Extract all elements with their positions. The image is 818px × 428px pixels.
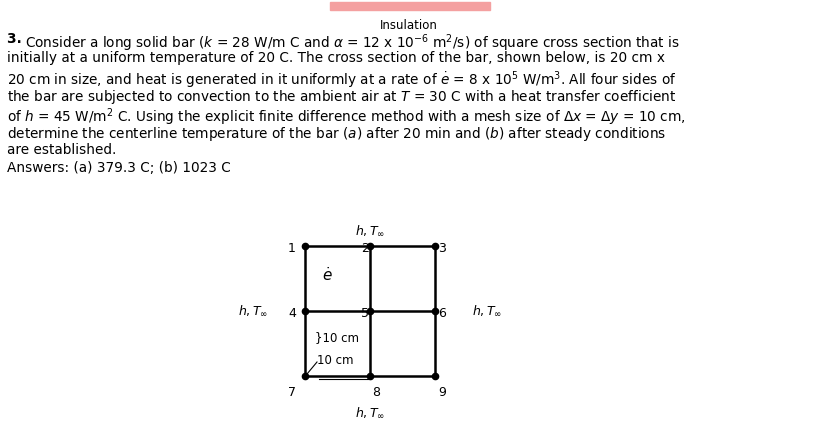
Text: initially at a uniform temperature of 20 C. The cross section of the bar, shown : initially at a uniform temperature of 20… <box>7 51 665 65</box>
Text: 1: 1 <box>288 242 296 255</box>
Text: }10 cm: }10 cm <box>315 331 359 344</box>
Text: 7: 7 <box>288 386 296 399</box>
Text: 10 cm: 10 cm <box>317 354 353 366</box>
Text: 6: 6 <box>438 307 446 320</box>
Text: 3: 3 <box>438 242 446 255</box>
Text: $h, T_\infty$: $h, T_\infty$ <box>355 224 385 238</box>
Text: $h, T_\infty$: $h, T_\infty$ <box>238 304 268 318</box>
Text: 8: 8 <box>372 386 380 399</box>
Text: Consider a long solid bar ($k$ = 28 W/m C and $\alpha$ = 12 x 10$^{-6}$ m$^{2}$/: Consider a long solid bar ($k$ = 28 W/m … <box>25 32 680 54</box>
Text: 2: 2 <box>361 242 369 255</box>
Text: 4: 4 <box>288 307 296 320</box>
Text: $h, T_\infty$: $h, T_\infty$ <box>472 304 502 318</box>
Text: are established.: are established. <box>7 143 116 157</box>
Text: $h, T_\infty$: $h, T_\infty$ <box>355 406 385 420</box>
Text: 9: 9 <box>438 386 446 399</box>
Text: the bar are subjected to convection to the ambient air at $T$ = 30 C with a heat: the bar are subjected to convection to t… <box>7 87 676 105</box>
Text: Insulation: Insulation <box>380 19 438 32</box>
Text: determine the centerline temperature of the bar ($a$) after 20 min and ($b$) aft: determine the centerline temperature of … <box>7 125 667 143</box>
Text: 20 cm in size, and heat is generated in it uniformly at a rate of $\dot{e}$ = 8 : 20 cm in size, and heat is generated in … <box>7 69 676 91</box>
Text: of $h$ = 45 W/m$^{2}$ C. Using the explicit finite difference method with a mesh: of $h$ = 45 W/m$^{2}$ C. Using the expli… <box>7 106 685 128</box>
Text: $\dot{e}$: $\dot{e}$ <box>322 266 333 284</box>
Text: Answers: (a) 379.3 C; (b) 1023 C: Answers: (a) 379.3 C; (b) 1023 C <box>7 161 231 175</box>
Bar <box>330 2 490 10</box>
Text: 5: 5 <box>361 307 369 320</box>
Text: 3.: 3. <box>7 32 26 46</box>
